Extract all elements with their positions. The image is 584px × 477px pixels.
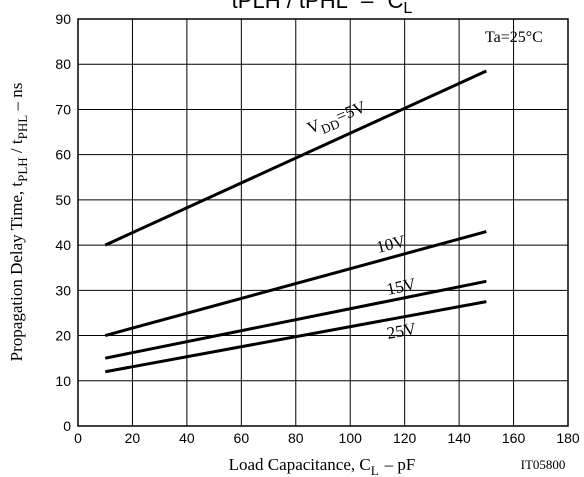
x-tick-label: 0 [74, 430, 82, 446]
y-tick-label: 40 [55, 237, 71, 253]
x-axis-label: Load Capacitance, CL – pF [229, 455, 416, 477]
y-tick-label: 90 [55, 11, 71, 27]
x-tick-label: 80 [288, 430, 304, 446]
x-tick-label: 60 [234, 430, 250, 446]
y-tick-label: 80 [55, 56, 71, 72]
tick-labels: 0 20 40 60 80 100 120 140 160 180 0 10 20 30 40 50 60 70 8… [55, 11, 579, 446]
series-line-25v [104, 300, 487, 374]
x-tick-label: 40 [179, 430, 195, 446]
x-tick-label: 180 [556, 430, 580, 446]
temperature-annotation: Ta=25°C [485, 29, 543, 46]
chart-title-main: tPLH / tPHL [232, 0, 348, 13]
y-tick-label: 70 [55, 101, 71, 117]
series-line-15v [104, 279, 487, 360]
x-tick-label: 100 [339, 430, 363, 446]
chart-title-sep: – [361, 0, 374, 13]
series-label-25v: 25V [385, 319, 418, 343]
series-label-vdd5: VDD=5V [304, 97, 370, 142]
chart-title-var-sub: L [403, 0, 412, 17]
series-line-10v [104, 230, 487, 338]
x-tick-label: 20 [125, 430, 141, 446]
y-tick-label: 0 [63, 418, 71, 434]
y-tick-label: 30 [55, 282, 71, 298]
y-tick-label: 60 [55, 147, 71, 163]
y-tick-label: 20 [55, 328, 71, 344]
chart-title: tPLH / tPHL – CL [232, 0, 413, 17]
x-tick-label: 140 [447, 430, 471, 446]
y-tick-label: 10 [55, 373, 71, 389]
x-tick-label: 120 [393, 430, 417, 446]
plot-frame [77, 18, 569, 427]
series-lines [104, 69, 487, 374]
figure-code: IT05800 [521, 457, 566, 472]
chart-title-var: C [388, 0, 404, 13]
y-axis-label: Propagation Delay Time, tPLH / tPHL – ns [7, 83, 30, 362]
x-tick-label: 160 [502, 430, 526, 446]
series-line-vdd5 [104, 69, 487, 247]
grid [78, 19, 568, 426]
y-tick-label: 50 [55, 192, 71, 208]
